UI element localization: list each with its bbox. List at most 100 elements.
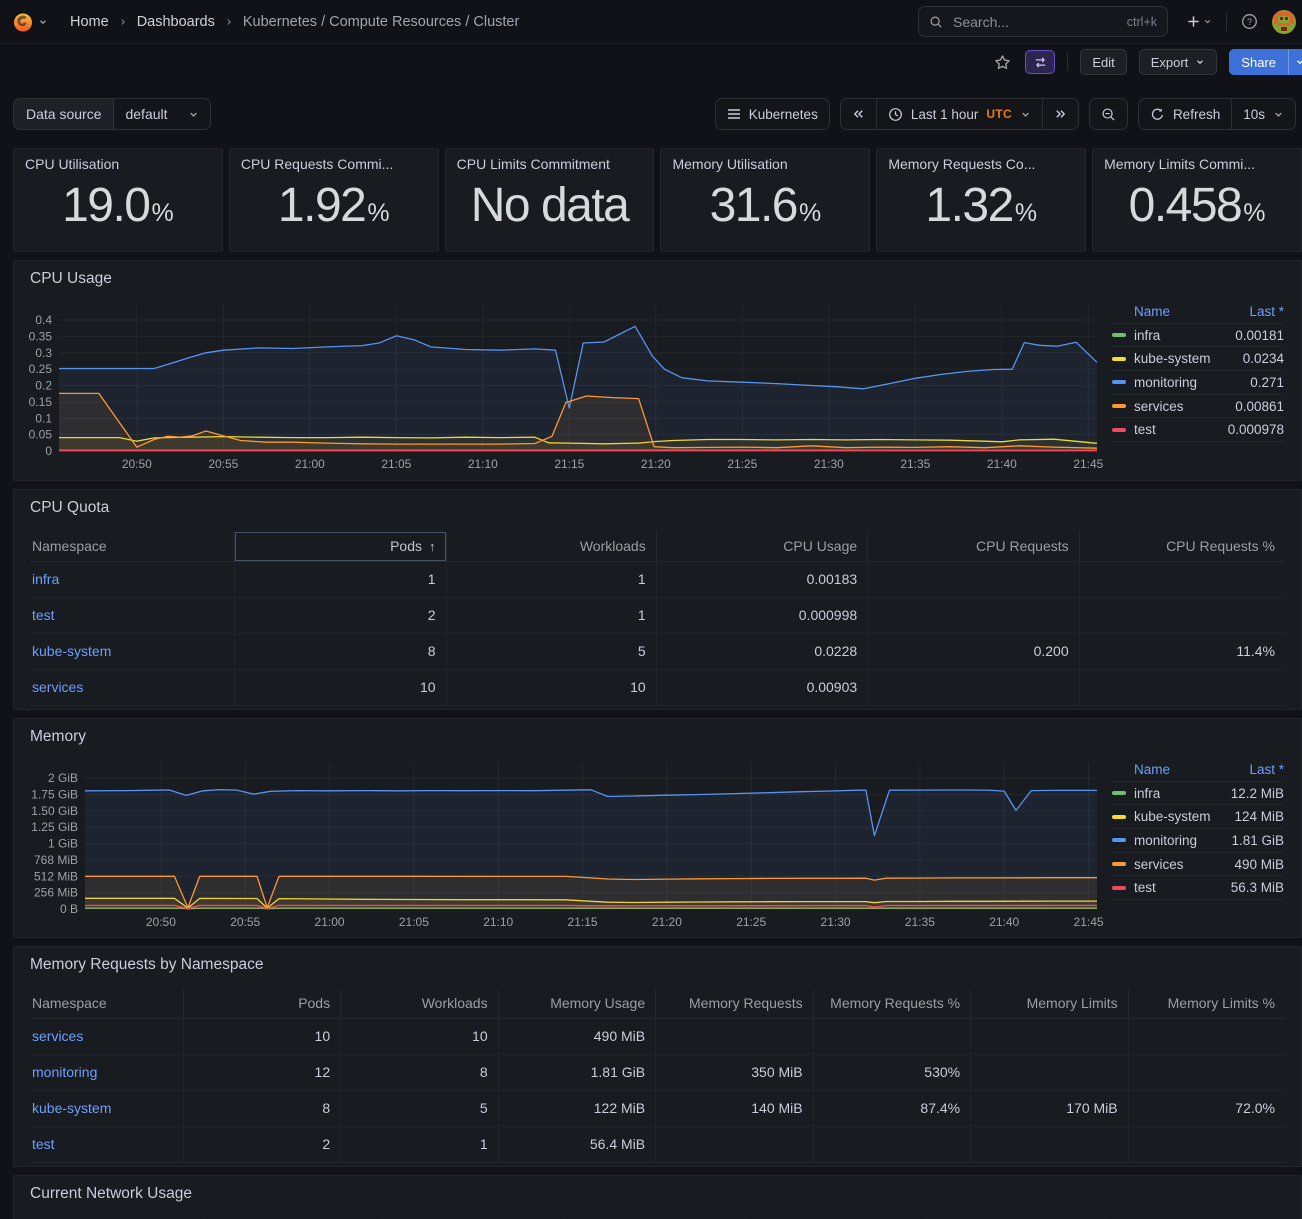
panel-title-memory-requests[interactable]: Memory Requests by Namespace	[30, 955, 264, 973]
grafana-logo-button[interactable]	[10, 9, 50, 35]
stat-panel-title[interactable]: CPU Requests Commi...	[240, 156, 394, 172]
time-forward-button[interactable]	[1041, 99, 1078, 129]
refresh-button[interactable]: Refresh	[1139, 99, 1231, 129]
cpu-usage-chart[interactable]: 20:50 20:55 21:00 21:05 21:10 21:15 21:20 21:25…	[20, 296, 1106, 474]
time-range-label: Last 1 hour	[910, 106, 979, 122]
legend-header-last[interactable]: Last *	[1249, 303, 1284, 319]
refresh-interval-select[interactable]: 10s	[1231, 99, 1295, 129]
search-input[interactable]	[951, 12, 1119, 31]
legend-header-name[interactable]: Name	[1134, 303, 1171, 319]
y-axis-label: 768 MiB	[34, 853, 78, 867]
favorite-button[interactable]	[992, 52, 1013, 73]
namespace-link[interactable]: test	[32, 607, 55, 623]
help-button[interactable]: ?	[1239, 11, 1260, 32]
panel-title-memory[interactable]: Memory	[30, 727, 86, 745]
column-header-namespace[interactable]: Namespace	[30, 989, 184, 1019]
series-area-test	[85, 905, 1097, 909]
namespace-link[interactable]: infra	[32, 571, 60, 587]
search-box[interactable]: ctrl+k	[918, 6, 1168, 37]
column-header-cpu-usage[interactable]: CPU Usage	[655, 532, 868, 562]
divider	[1226, 12, 1227, 31]
kubernetes-filter: Kubernetes	[714, 98, 830, 130]
column-header-workloads[interactable]: Workloads	[340, 989, 499, 1019]
column-header-cpu-requests-[interactable]: CPU Requests %	[1078, 532, 1285, 562]
column-header-memory-requests[interactable]: Memory Requests	[655, 989, 814, 1019]
namespace-link[interactable]: kube-system	[32, 1100, 112, 1116]
legend-header-name[interactable]: Name	[1134, 761, 1171, 777]
panel-title-cpu-usage[interactable]: CPU Usage	[30, 269, 112, 287]
stat-value: 1.32%	[888, 178, 1074, 233]
export-button[interactable]: Export	[1138, 49, 1218, 75]
y-axis-label: 1.75 GiB	[31, 787, 78, 801]
legend-series-name[interactable]: monitoring	[1134, 832, 1198, 848]
column-header-memory-usage[interactable]: Memory Usage	[497, 989, 656, 1019]
column-header-memory-limits[interactable]: Memory Limits	[970, 989, 1129, 1019]
legend-header-last[interactable]: Last *	[1249, 761, 1284, 777]
chevron-down-icon	[40, 19, 46, 24]
series-color-marker	[1112, 885, 1126, 890]
user-avatar[interactable]	[1272, 9, 1296, 34]
memory-panel: Memory 20:50 20:55 21:00 21:05 21:10 21:15 21:…	[13, 718, 1302, 938]
column-header-namespace[interactable]: Namespace	[30, 532, 235, 562]
share-menu-button[interactable]	[1288, 49, 1302, 75]
old-dashboards-toggle-button[interactable]	[1025, 50, 1056, 74]
edit-button[interactable]: Edit	[1080, 49, 1127, 75]
namespace-link[interactable]: services	[32, 679, 84, 695]
column-header-memory-requests-[interactable]: Memory Requests %	[812, 989, 971, 1019]
memory-chart[interactable]: 20:50 20:55 21:00 21:05 21:10 21:15 21:20 21:25…	[20, 754, 1106, 932]
stat-panel-title[interactable]: Memory Requests Co...	[888, 156, 1036, 172]
new-menu-button[interactable]	[1184, 12, 1214, 31]
series-line-kube-system	[59, 435, 1098, 445]
legend-header: Name Last *	[1112, 758, 1284, 782]
column-header-pods[interactable]: Pods ↑	[234, 532, 447, 562]
legend-series-name[interactable]: services	[1134, 398, 1184, 414]
share-button[interactable]: Share	[1229, 49, 1288, 75]
column-header-pods[interactable]: Pods	[182, 989, 341, 1019]
table-row: test 2 1 56.4 MiB	[30, 1126, 1285, 1163]
stat-panel-title[interactable]: Memory Limits Commi...	[1104, 156, 1256, 172]
legend-series-name[interactable]: infra	[1134, 327, 1161, 343]
panel-title-cpu-quota[interactable]: CPU Quota	[30, 498, 110, 516]
breadcrumb-dashboards[interactable]: Dashboards	[136, 13, 215, 30]
series-area-services	[59, 393, 1097, 451]
time-range-picker[interactable]: Last 1 hour UTC	[875, 99, 1042, 129]
legend-series-name[interactable]: kube-system	[1134, 351, 1211, 367]
datasource-select[interactable]: default	[113, 98, 211, 130]
breadcrumb-home[interactable]: Home	[70, 13, 109, 30]
legend-series-name[interactable]: test	[1134, 880, 1156, 896]
column-header-workloads[interactable]: Workloads	[445, 532, 657, 562]
legend-series-name[interactable]: test	[1134, 422, 1156, 438]
chevron-down-icon	[1022, 112, 1029, 117]
series-area-monitoring	[85, 789, 1097, 909]
kubernetes-filter-button[interactable]: Kubernetes	[716, 99, 829, 129]
dashboard-controls-bar: Data source default Kubernetes	[0, 97, 1302, 131]
x-axis-label: 20:55	[208, 457, 238, 471]
y-axis-label: 0.25	[29, 362, 53, 376]
panel-title-network-usage[interactable]: Current Network Usage	[30, 1184, 192, 1202]
zoom-out-control	[1088, 98, 1128, 130]
legend-series-name[interactable]: monitoring	[1134, 374, 1198, 390]
stat-panel-title[interactable]: Memory Utilisation	[672, 156, 788, 172]
table-cell: 11.4%	[1078, 633, 1285, 670]
namespace-link[interactable]: services	[32, 1028, 84, 1044]
legend-series-name[interactable]: services	[1134, 856, 1184, 872]
table-cell: 0.00903	[655, 669, 868, 706]
namespace-link[interactable]: monitoring	[32, 1064, 98, 1080]
legend-series-name[interactable]: infra	[1134, 785, 1161, 801]
zoom-out-button[interactable]	[1090, 99, 1127, 129]
table-cell: 56.4 MiB	[497, 1126, 656, 1163]
legend-series-name[interactable]: kube-system	[1134, 809, 1211, 825]
table-cell	[1127, 1054, 1285, 1091]
time-back-button[interactable]	[841, 99, 876, 129]
namespace-link[interactable]: kube-system	[32, 643, 112, 659]
y-axis-label: 0.05	[29, 428, 53, 442]
column-header-cpu-requests[interactable]: CPU Requests	[867, 532, 1080, 562]
stat-panel-title[interactable]: CPU Utilisation	[25, 156, 120, 172]
svg-text:?: ?	[1247, 17, 1252, 27]
table-cell: 2	[234, 597, 447, 634]
legend-series-value: 56.3 MiB	[1230, 880, 1284, 896]
namespace-link[interactable]: test	[32, 1136, 55, 1152]
y-axis-label: 256 MiB	[34, 886, 78, 900]
column-header-memory-limits-[interactable]: Memory Limits %	[1127, 989, 1285, 1019]
stat-panel-title[interactable]: CPU Limits Commitment	[456, 156, 610, 172]
